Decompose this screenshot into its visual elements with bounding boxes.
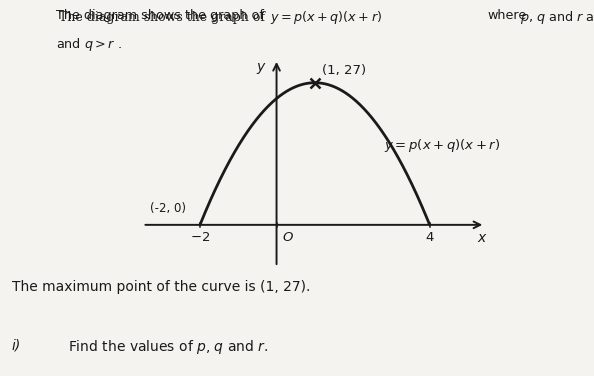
- Text: $x$: $x$: [477, 231, 488, 245]
- Text: The diagram shows the graph of: The diagram shows the graph of: [59, 11, 273, 24]
- Text: The maximum point of the curve is (1, 27).: The maximum point of the curve is (1, 27…: [12, 280, 310, 294]
- Text: (1, 27): (1, 27): [323, 64, 366, 77]
- Text: $y$: $y$: [256, 61, 267, 76]
- Text: Find the values of $p$, $q$ and $r$.: Find the values of $p$, $q$ and $r$.: [68, 338, 268, 356]
- Text: $p$, $q$ and $r$ are integers: $p$, $q$ and $r$ are integers: [520, 9, 594, 26]
- Text: The diagram shows the graph of: The diagram shows the graph of: [56, 9, 264, 23]
- Text: where: where: [487, 9, 526, 23]
- Text: $y = p(x+q)(x+r)$: $y = p(x+q)(x+r)$: [270, 9, 383, 26]
- Text: $y = p(x+q)(x+r)$: $y = p(x+q)(x+r)$: [384, 137, 500, 155]
- Text: i): i): [12, 338, 21, 352]
- Text: $4$: $4$: [425, 231, 434, 244]
- Text: $O$: $O$: [282, 231, 294, 244]
- Text: (-2, 0): (-2, 0): [150, 202, 186, 215]
- Text: $-2$: $-2$: [190, 231, 210, 244]
- Text: and $q>r$ .: and $q>r$ .: [56, 36, 122, 53]
